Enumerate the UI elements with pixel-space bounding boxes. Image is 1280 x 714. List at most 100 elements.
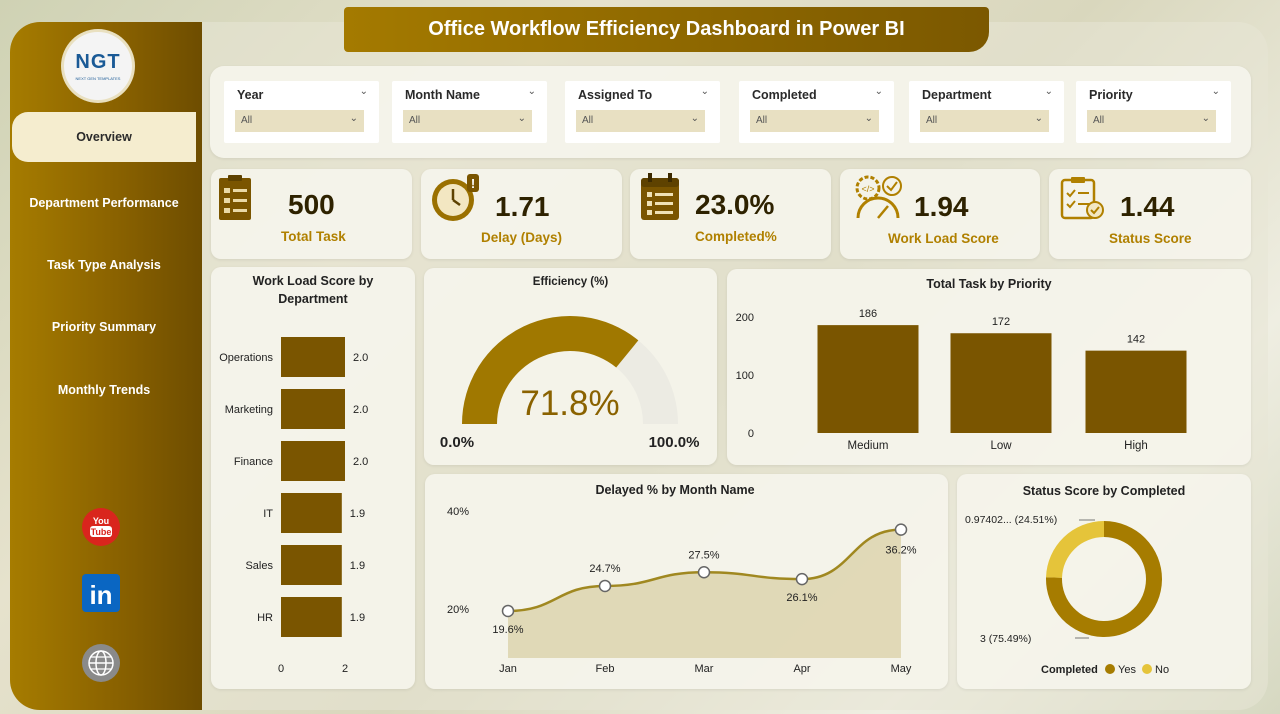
tick-label: 100 — [736, 370, 754, 382]
legend-swatch — [1105, 664, 1115, 674]
category-label: Finance — [234, 456, 273, 468]
tick-label: 0 — [278, 663, 284, 675]
bar — [817, 325, 919, 433]
category-label: Apr — [793, 663, 810, 675]
data-label: 1.9 — [350, 612, 365, 624]
data-point — [501, 604, 515, 618]
tick-label: 200 — [736, 312, 754, 324]
category-label: Low — [990, 440, 1012, 452]
data-label: 2.0 — [353, 404, 368, 416]
legend-label: Yes — [1118, 664, 1136, 676]
data-label: 1.9 — [350, 508, 365, 520]
gauge-value: 71.8% — [520, 384, 619, 423]
filter-select[interactable]: All ⌄ — [1087, 110, 1216, 132]
nav-label: Department Performance — [29, 196, 179, 210]
filter-select[interactable]: All ⌄ — [403, 110, 532, 132]
area-fill — [508, 529, 901, 658]
chart-task-by-priority: Total Task by Priority 0 100 200 186 Medium 1… — [727, 269, 1251, 465]
legend-title: Completed — [1041, 664, 1098, 676]
nav-item-task-type-analysis[interactable]: Task Type Analysis — [12, 240, 196, 290]
filter-assigned-to[interactable]: Assigned To ⌄ All ⌄ — [565, 81, 720, 143]
dashboard-title: Office Workflow Efficiency Dashboard in … — [344, 7, 989, 52]
kpi-label: Total Task — [281, 229, 346, 244]
category-label: IT — [263, 508, 273, 520]
data-label: 172 — [992, 316, 1010, 328]
filter-select[interactable]: All ⌄ — [920, 110, 1049, 132]
filter-select[interactable]: All ⌄ — [576, 110, 705, 132]
chevron-down-icon[interactable]: ⌄ — [527, 86, 536, 97]
youtube-icon[interactable]: You Tube — [81, 507, 121, 547]
nav-item-overview[interactable]: Overview — [12, 112, 196, 162]
data-label: 186 — [859, 308, 877, 320]
filter-label: Month Name — [405, 88, 480, 102]
category-label: Mar — [695, 663, 714, 675]
chevron-down-icon[interactable]: ⌄ — [700, 86, 709, 97]
chart-title: Work Load Score by Department — [252, 274, 374, 306]
gauge-fill — [462, 316, 639, 424]
category-label: Medium — [848, 440, 889, 452]
filter-department[interactable]: Department ⌄ All ⌄ — [909, 81, 1064, 143]
kpi-card-status-score: 1.44 Status Score — [1049, 169, 1251, 259]
vbar-chart-svg: 0 100 200 186 Medium 172 Low 142 High — [736, 308, 1187, 452]
filter-value: All — [756, 115, 768, 126]
bar — [950, 333, 1052, 433]
chevron-down-icon[interactable]: ⌄ — [874, 86, 883, 97]
filter-value: All — [241, 115, 253, 126]
nav-label: Overview — [76, 130, 132, 144]
bar — [281, 545, 342, 585]
filter-month-name[interactable]: Month Name ⌄ All ⌄ — [392, 81, 547, 143]
chart-title: Status Score by Completed — [1022, 484, 1186, 498]
svg-text:Tube: Tube — [91, 527, 112, 537]
category-label: HR — [257, 612, 273, 624]
svg-text:!: ! — [471, 176, 475, 191]
chevron-down-icon[interactable]: ⌄ — [359, 86, 368, 97]
logo[interactable]: NGT NEXT GEN TEMPLATES — [64, 32, 132, 100]
chart-title: Efficiency (%) — [532, 276, 609, 288]
category-label: High — [1124, 440, 1148, 452]
nav-item-department-performance[interactable]: Department Performance — [12, 178, 196, 228]
data-label: 1.9 — [350, 560, 365, 572]
bar — [1085, 350, 1187, 433]
chevron-down-icon[interactable]: ⌄ — [1044, 86, 1053, 97]
filter-year[interactable]: Year ⌄ All ⌄ — [224, 81, 379, 143]
slice-label: 0.97402... (24.51%) — [965, 514, 1057, 526]
chevron-down-icon[interactable]: ⌄ — [1211, 86, 1220, 97]
filter-priority[interactable]: Priority ⌄ All ⌄ — [1076, 81, 1231, 143]
filter-value: All — [926, 115, 938, 126]
data-label: 2.0 — [353, 352, 368, 364]
filter-completed[interactable]: Completed ⌄ All ⌄ — [739, 81, 894, 143]
kpi-card-completed: 23.0% Completed% — [630, 169, 831, 259]
legend-label: No — [1155, 664, 1169, 676]
clock-alert-icon: ! — [432, 174, 479, 221]
nav-item-monthly-trends[interactable]: Monthly Trends — [12, 365, 196, 415]
gauge-gear-icon: </> — [855, 175, 902, 219]
tick-label: 20% — [447, 604, 469, 616]
linkedin-icon[interactable]: in — [81, 573, 121, 613]
chevron-down-icon: ⌄ — [349, 113, 358, 124]
filter-select[interactable]: All ⌄ — [235, 110, 364, 132]
nav-label: Task Type Analysis — [47, 258, 161, 272]
chart-delayed-by-month: Delayed % by Month Name 40% 20% 19.6% Jan 24… — [425, 474, 948, 689]
filter-value: All — [582, 115, 594, 126]
category-label: Sales — [245, 560, 273, 572]
kpi-label: Work Load Score — [888, 231, 999, 246]
chart-title: Total Task by Priority — [926, 277, 1052, 291]
filter-label: Year — [237, 88, 264, 102]
nav-item-priority-summary[interactable]: Priority Summary — [12, 302, 196, 352]
nav-label: Priority Summary — [51, 320, 157, 334]
category-label: May — [891, 663, 912, 675]
chevron-down-icon: ⌄ — [1201, 113, 1210, 124]
globe-icon[interactable] — [81, 643, 121, 683]
filter-label: Assigned To — [578, 88, 653, 102]
filter-value: All — [409, 115, 421, 126]
chart-status-by-completed: Status Score by Completed 0.97402... (24… — [957, 474, 1251, 689]
data-label: 24.7% — [589, 563, 620, 575]
bar — [281, 389, 345, 429]
slice-label: 3 (75.49%) — [980, 633, 1031, 645]
filter-select[interactable]: All ⌄ — [750, 110, 879, 132]
kpi-value: 500 — [288, 189, 335, 220]
data-label: 26.1% — [786, 592, 817, 604]
bar — [281, 441, 345, 481]
data-label: 27.5% — [688, 549, 719, 561]
bar — [281, 493, 342, 533]
